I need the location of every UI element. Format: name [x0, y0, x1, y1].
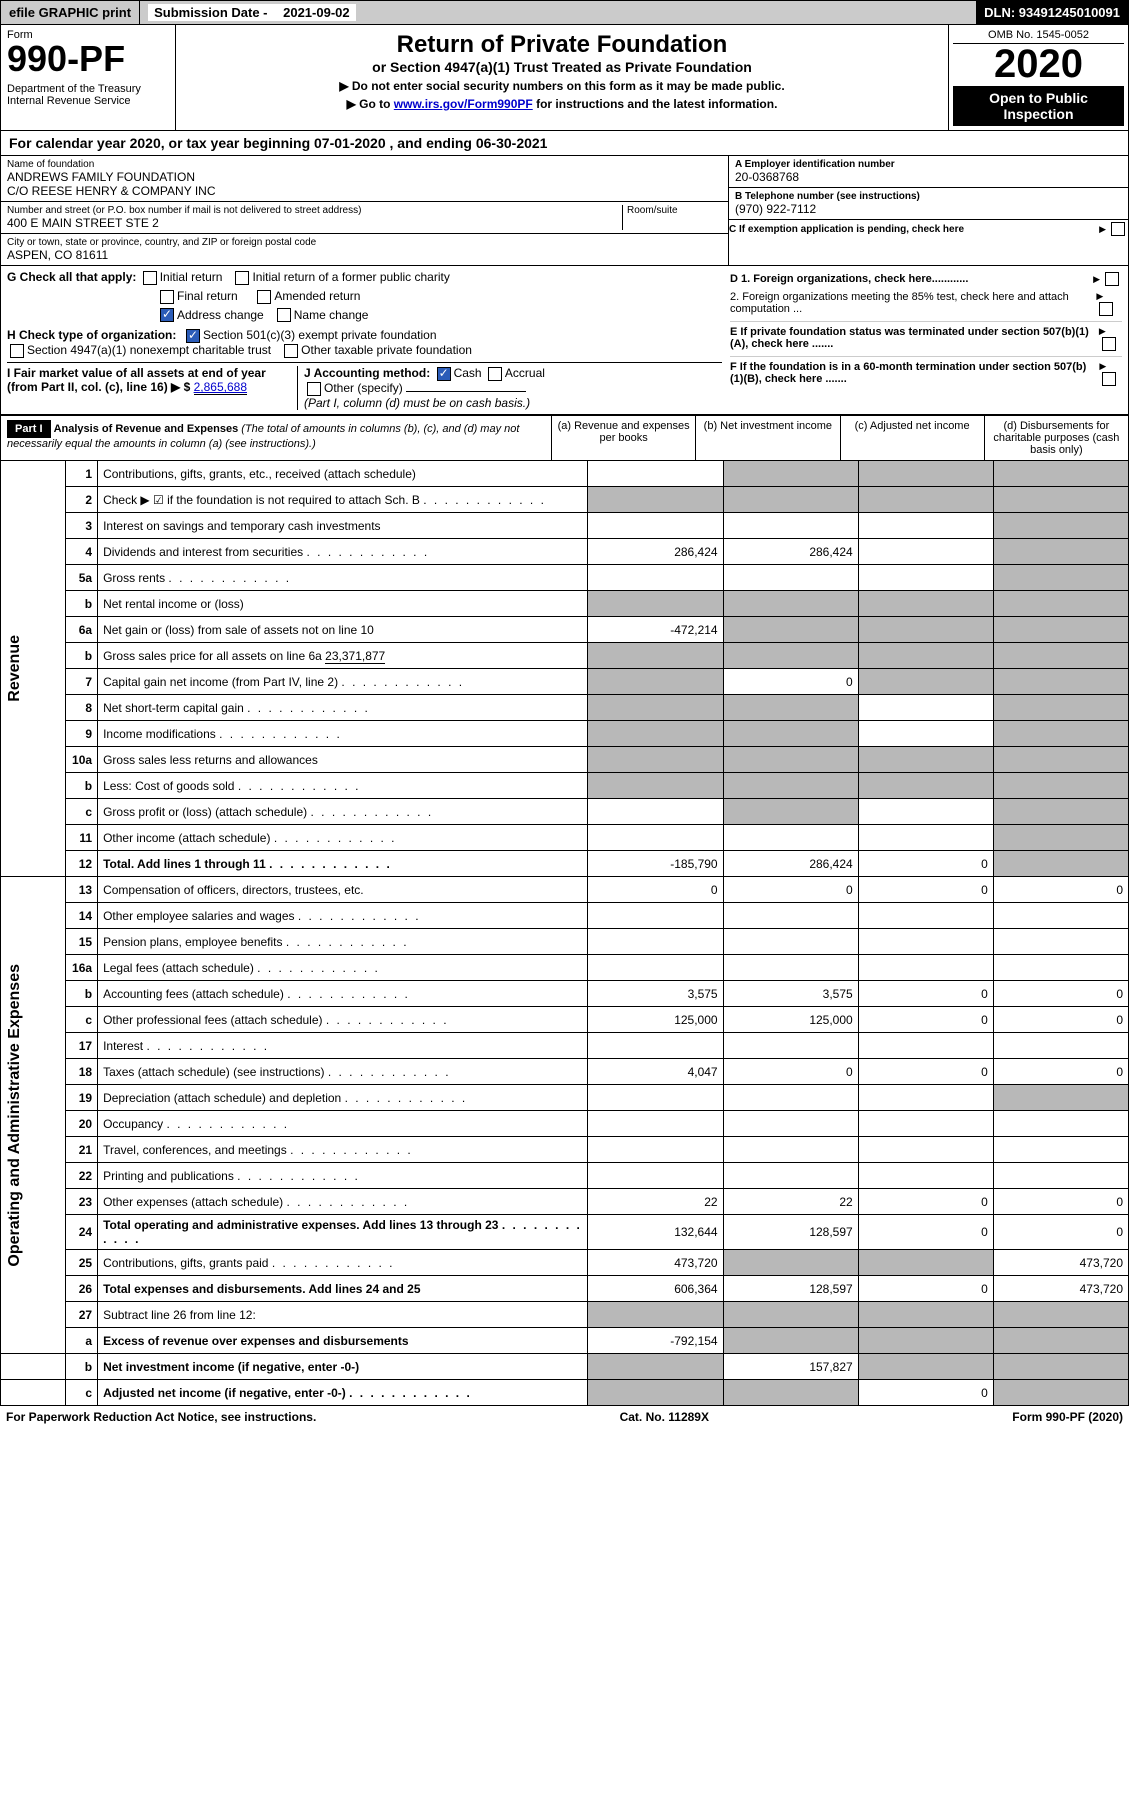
form-header: Form 990-PF Department of the Treasury I… [0, 25, 1129, 131]
footer-center: Cat. No. 11289X [620, 1410, 709, 1424]
financial-table: Revenue 1Contributions, gifts, grants, e… [0, 461, 1129, 1407]
footer-left: For Paperwork Reduction Act Notice, see … [6, 1410, 316, 1424]
opex-section-label: Operating and Administrative Expenses [6, 964, 24, 1267]
h-4947-checkbox[interactable] [10, 344, 24, 358]
foundation-name: Name of foundation ANDREWS FAMILY FOUNDA… [1, 156, 728, 202]
e-checkbox[interactable] [1102, 337, 1116, 351]
col-b-header: (b) Net investment income [695, 416, 839, 460]
h-row: H Check type of organization: Section 50… [7, 328, 722, 343]
g-initial-former-checkbox[interactable] [235, 271, 249, 285]
part1-label: Part I [7, 420, 51, 438]
header-left: Form 990-PF Department of the Treasury I… [1, 25, 176, 130]
fmv-value[interactable]: 2,865,688 [194, 380, 247, 395]
open-public: Open to Public Inspection [953, 86, 1124, 126]
g-h-block: G Check all that apply: Initial return I… [0, 266, 1129, 415]
revenue-section-label: Revenue [6, 635, 24, 702]
footer-right: Form 990-PF (2020) [1012, 1410, 1123, 1424]
form-title: Return of Private Foundation [182, 31, 942, 59]
g-row: G Check all that apply: Initial return I… [7, 270, 722, 285]
header-center: Return of Private Foundation or Section … [176, 25, 948, 130]
submission-date: Submission Date - 2021-09-02 [140, 1, 976, 24]
g-name-checkbox[interactable] [277, 308, 291, 322]
j-accrual-checkbox[interactable] [488, 367, 502, 381]
d1-checkbox[interactable] [1105, 272, 1119, 286]
g-initial-checkbox[interactable] [143, 271, 157, 285]
col-c-header: (c) Adjusted net income [840, 416, 984, 460]
f-checkbox[interactable] [1102, 372, 1116, 386]
form-number: 990-PF [7, 41, 169, 77]
g-amended-checkbox[interactable] [257, 290, 271, 304]
street-address: Number and street (or P.O. box number if… [1, 202, 728, 234]
efile-label: efile GRAPHIC print [1, 1, 140, 24]
irs-link[interactable]: www.irs.gov/Form990PF [394, 97, 533, 111]
calendar-year-row: For calendar year 2020, or tax year begi… [0, 131, 1129, 156]
j-cash-checkbox[interactable] [437, 367, 451, 381]
j-other-checkbox[interactable] [307, 382, 321, 396]
tax-year: 2020 [953, 44, 1124, 84]
g-address-checkbox[interactable] [160, 308, 174, 322]
page-footer: For Paperwork Reduction Act Notice, see … [0, 1406, 1129, 1428]
phone: B Telephone number (see instructions) (9… [729, 188, 1128, 220]
header-right: OMB No. 1545-0052 2020 Open to Public In… [948, 25, 1128, 130]
form-subtitle: or Section 4947(a)(1) Trust Treated as P… [182, 59, 942, 75]
ein: A Employer identification number 20-0368… [729, 156, 1128, 188]
col-d-header: (d) Disbursements for charitable purpose… [984, 416, 1128, 460]
g-final-checkbox[interactable] [160, 290, 174, 304]
top-bar: efile GRAPHIC print Submission Date - 20… [0, 0, 1129, 25]
city-state-zip: City or town, state or province, country… [1, 234, 728, 265]
exemption-pending: C If exemption application is pending, c… [729, 220, 1128, 238]
entity-block: Name of foundation ANDREWS FAMILY FOUNDA… [0, 156, 1129, 266]
c-checkbox[interactable] [1111, 222, 1125, 236]
h-501c3-checkbox[interactable] [186, 329, 200, 343]
h-other-checkbox[interactable] [284, 344, 298, 358]
dept-label: Department of the Treasury Internal Reve… [7, 83, 169, 107]
d2-checkbox[interactable] [1099, 302, 1113, 316]
instr-1: ▶ Do not enter social security numbers o… [182, 79, 942, 93]
col-a-header: (a) Revenue and expenses per books [551, 416, 695, 460]
instr-2: ▶ Go to www.irs.gov/Form990PF for instru… [182, 97, 942, 111]
dln: DLN: 93491245010091 [976, 1, 1128, 24]
part1-header: Part I Analysis of Revenue and Expenses … [0, 415, 1129, 461]
